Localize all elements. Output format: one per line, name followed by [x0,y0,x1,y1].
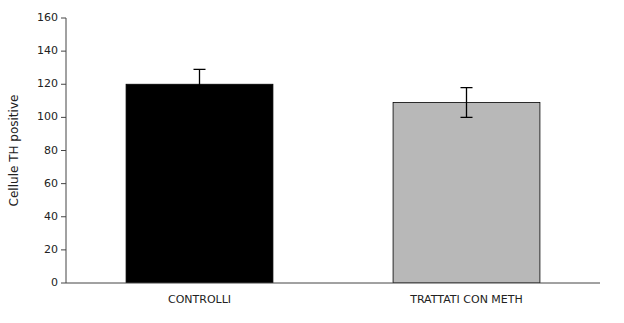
y-tick [61,51,66,52]
bar [393,102,540,283]
y-tick-label: 100 [37,110,58,123]
y-tick [61,216,66,217]
y-axis-line [66,18,67,283]
bar [126,84,273,283]
y-tick-label: 160 [37,11,58,24]
y-tick [61,150,66,151]
y-tick [61,18,66,19]
y-tick [61,249,66,250]
y-tick-label: 140 [37,44,58,57]
error-bar [461,88,473,118]
y-tick [61,117,66,118]
x-axis-line [66,283,600,284]
y-tick [61,84,66,85]
error-bar-line [194,69,206,99]
chart: 0 20 40 60 80 100 120 140 160 CONTROLLI TRATTATI C… [0,0,624,323]
chart-container: 0 20 40 60 80 100 120 140 160 CONTROLLI TRATTATI C… [0,0,624,323]
y-tick-label: 0 [51,276,58,289]
bars [126,69,540,283]
error-bar-line [461,88,473,118]
x-tick-label: TRATTATI CON METH [409,293,523,306]
y-axis-label: Cellule TH positive [7,95,21,207]
x-tick-label: CONTROLLI [168,293,231,306]
y-tick [61,183,66,184]
y-tick-label: 40 [44,210,58,223]
y-tick [61,283,66,284]
error-bar [194,69,206,99]
y-tick-label: 20 [44,243,58,256]
y-tick-label: 80 [44,144,58,157]
y-tick-label: 120 [37,77,58,90]
y-axis: 0 20 40 60 80 100 120 140 160 [37,11,66,289]
y-tick-label: 60 [44,177,58,190]
